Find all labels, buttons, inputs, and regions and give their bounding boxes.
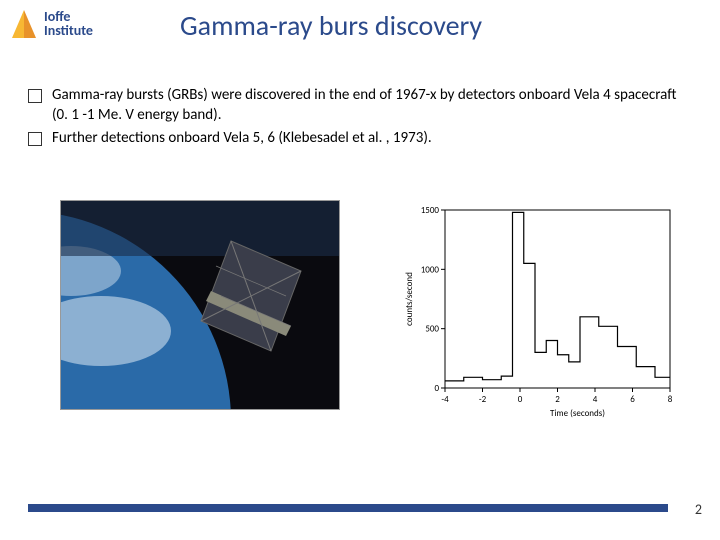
svg-text:2: 2 bbox=[555, 394, 560, 405]
svg-text:1500: 1500 bbox=[421, 205, 440, 216]
svg-text:4: 4 bbox=[593, 394, 598, 405]
bullet-text: Further detections onboard Vela 5, 6 (Kl… bbox=[52, 129, 432, 149]
svg-text:Time (seconds): Time (seconds) bbox=[550, 408, 605, 419]
page-number: 2 bbox=[695, 501, 702, 518]
svg-text:0: 0 bbox=[434, 383, 439, 394]
satellite-photo bbox=[60, 200, 340, 410]
svg-text:6: 6 bbox=[630, 394, 635, 405]
logo-text: Ioffe Institute bbox=[44, 10, 93, 38]
footer-bar bbox=[28, 504, 668, 512]
bullet-item: Gamma-ray bursts (GRBs) were discovered … bbox=[28, 86, 688, 125]
slide: Ioffe Institute Gamma-ray burs discovery… bbox=[0, 0, 720, 540]
svg-text:counts/second: counts/second bbox=[404, 272, 415, 326]
svg-text:500: 500 bbox=[425, 324, 439, 335]
logo-icon bbox=[10, 8, 38, 40]
logo: Ioffe Institute bbox=[10, 8, 93, 40]
bullet-item: Further detections onboard Vela 5, 6 (Kl… bbox=[28, 129, 688, 149]
figure-row: -4 -2 0 2 4 6 8 0 500 1000 1500 Time (seconds) count… bbox=[60, 200, 680, 420]
svg-text:8: 8 bbox=[668, 394, 673, 405]
svg-text:0: 0 bbox=[518, 394, 523, 405]
bullet-marker bbox=[28, 89, 42, 103]
grb-lightcurve-chart: -4 -2 0 2 4 6 8 0 500 1000 1500 Time (seconds) count… bbox=[400, 200, 680, 420]
logo-line2: Institute bbox=[44, 24, 93, 38]
svg-text:1000: 1000 bbox=[421, 264, 440, 275]
bullet-marker bbox=[28, 132, 42, 146]
svg-text:-2: -2 bbox=[479, 394, 487, 405]
bullet-text: Gamma-ray bursts (GRBs) were discovered … bbox=[52, 86, 688, 125]
svg-text:-4: -4 bbox=[441, 394, 449, 405]
slide-title: Gamma-ray burs discovery bbox=[180, 8, 482, 43]
bullet-list: Gamma-ray bursts (GRBs) were discovered … bbox=[28, 86, 688, 153]
